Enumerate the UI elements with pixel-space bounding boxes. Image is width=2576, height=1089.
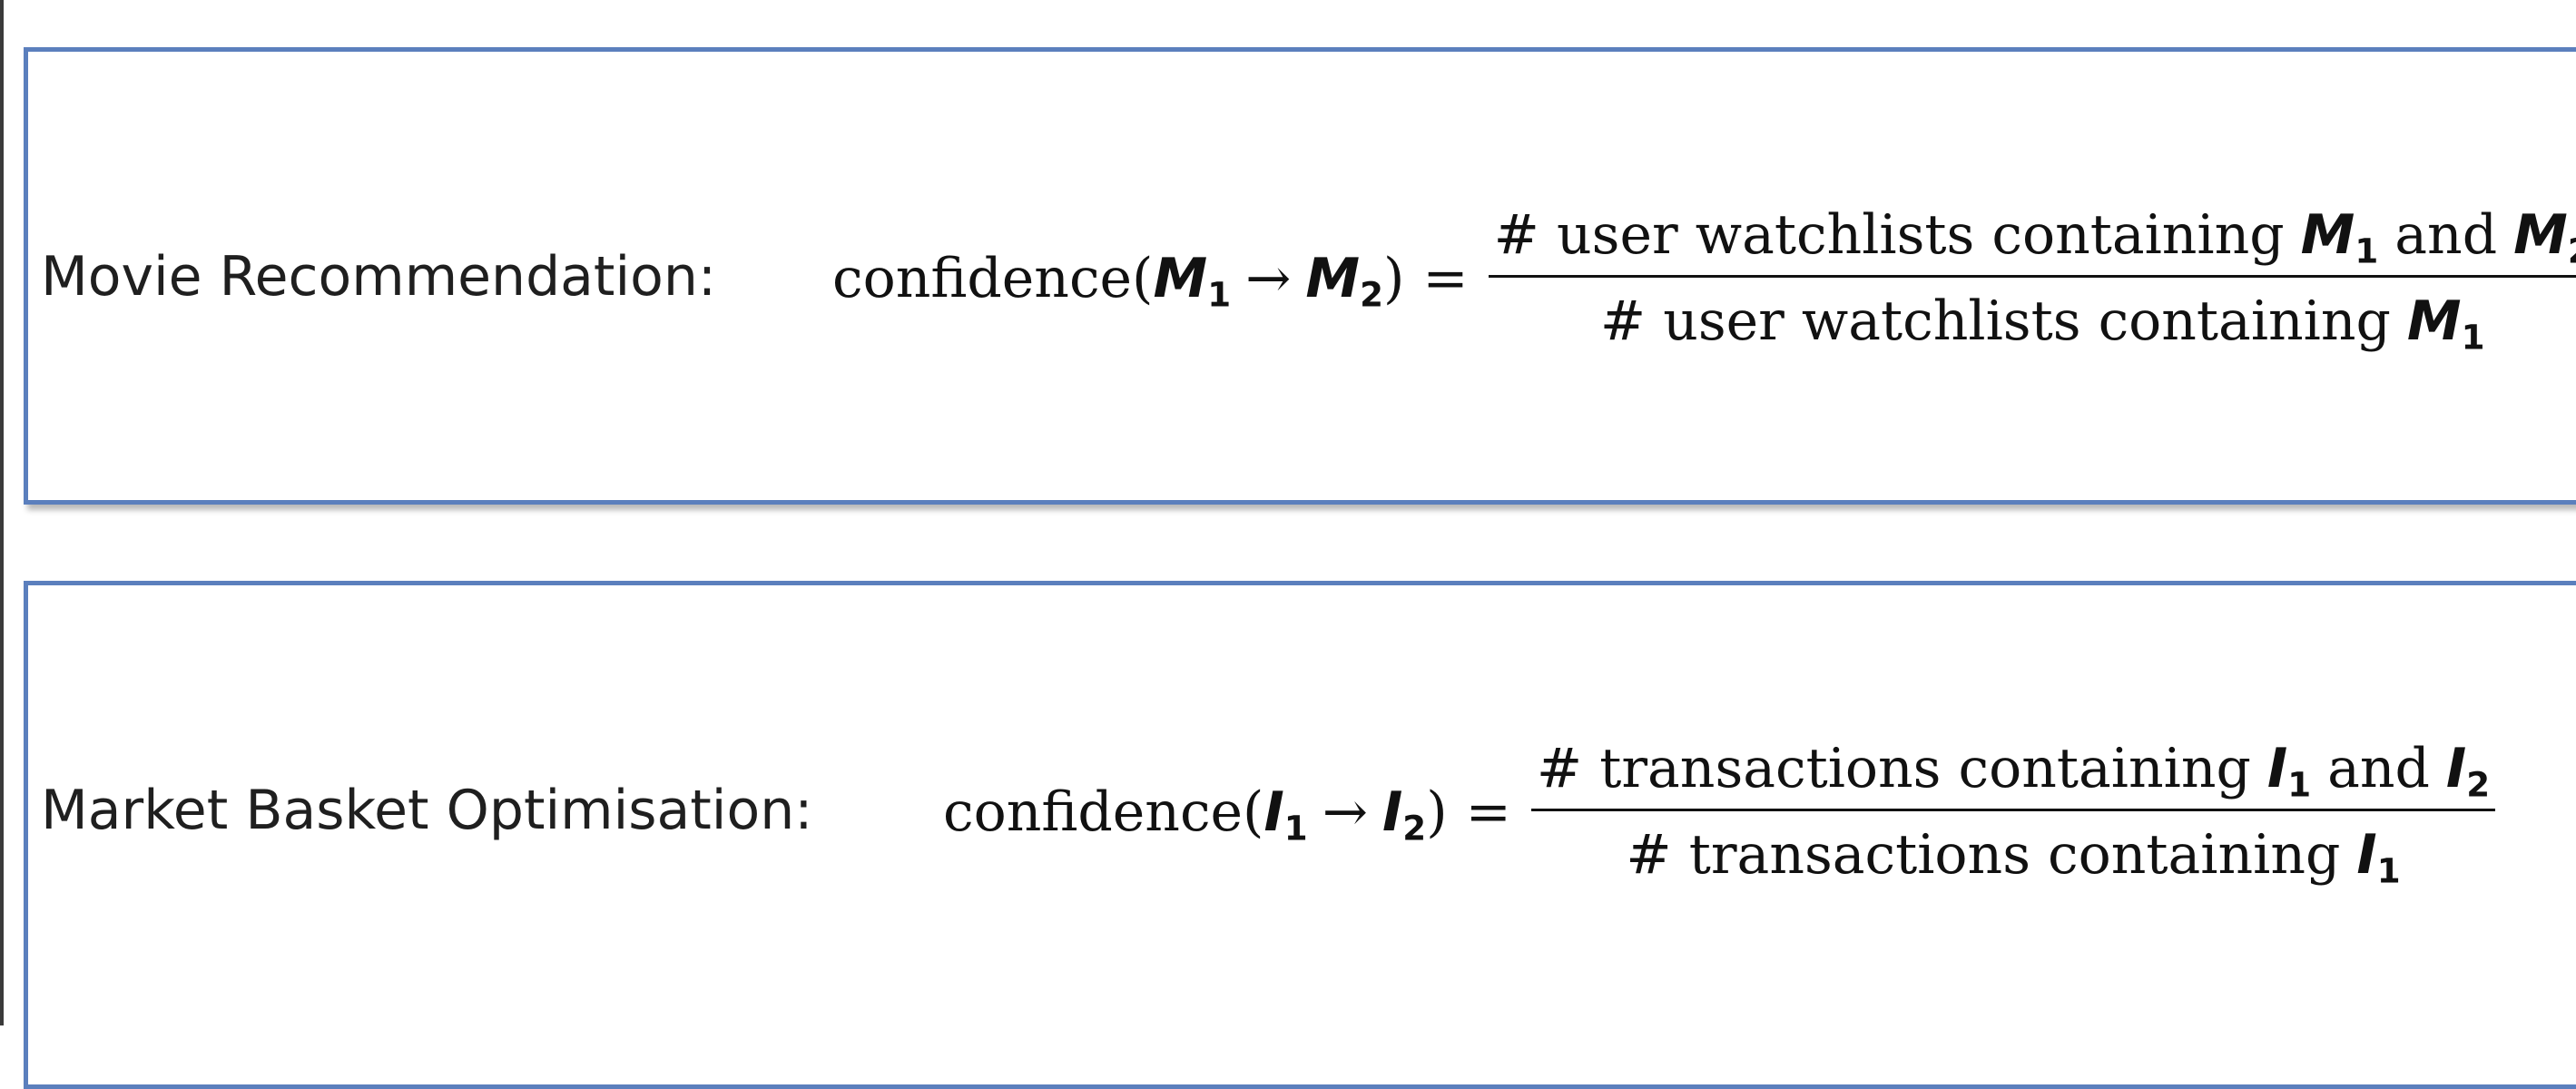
arrow-symbol: → <box>1322 780 1368 844</box>
fraction-bar <box>1488 275 2576 278</box>
window-left-edge <box>0 0 4 1025</box>
fraction-numerator: # transactions containing I1 and I2 <box>1536 737 2491 805</box>
variable-m1: M1 <box>1153 246 1232 314</box>
fraction-numerator: # user watchlists containingM1andM2 <box>1493 203 2576 271</box>
variable-i2: I2 <box>1381 780 1427 848</box>
fraction: # user watchlists containingM1andM2 # us… <box>1488 203 2576 358</box>
market-basket-box: Market Basket Optimisation: confidence( … <box>24 581 2576 1089</box>
movie-recommendation-box: Movie Recommendation: confidence( M1 → M… <box>24 47 2576 505</box>
equals-sign: = <box>1465 780 1511 844</box>
market-basket-confidence-formula: confidence( I1 → I2 ) = # transactions c… <box>943 737 2496 891</box>
close-paren: ) <box>1382 246 1405 310</box>
variable-i1: I1 <box>1263 780 1308 848</box>
equals-sign: = <box>1422 246 1469 310</box>
confidence-function: confidence( <box>832 246 1154 310</box>
variable-m2: M2 <box>1305 246 1383 314</box>
arrow-symbol: → <box>1245 246 1292 310</box>
movie-recommendation-label: Movie Recommendation: <box>41 245 717 309</box>
close-paren: ) <box>1426 780 1448 844</box>
fraction-denominator: # transactions containing I1 <box>1626 823 2401 891</box>
market-basket-label: Market Basket Optimisation: <box>41 779 813 842</box>
movie-confidence-formula: confidence( M1 → M2 ) = # user watchlist… <box>832 203 2576 358</box>
confidence-function: confidence( <box>943 780 1264 844</box>
fraction: # transactions containing I1 and I2 # trans… <box>1530 737 2496 891</box>
fraction-denominator: # user watchlists containing M1 <box>1599 289 2485 358</box>
fraction-bar <box>1530 809 2496 811</box>
